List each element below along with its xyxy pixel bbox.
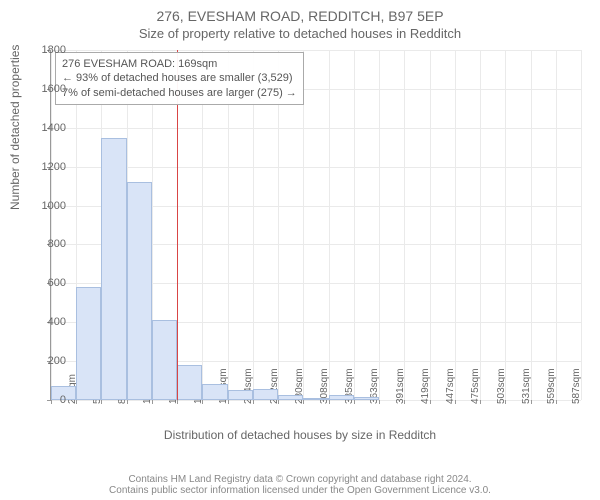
y-tick-label: 1000 <box>42 200 66 212</box>
histogram-bar <box>202 384 227 400</box>
y-tick-label: 400 <box>48 316 66 328</box>
chart-plot-area: 28sqm56sqm84sqm112sqm140sqm168sqm196sqm2… <box>50 50 580 400</box>
annot-line-3: 7% of semi-detached houses are larger (2… <box>62 86 297 100</box>
y-axis-label: Number of detached properties <box>8 45 22 210</box>
footer-line-2: Contains public sector information licen… <box>0 485 600 496</box>
histogram-bar <box>127 182 152 400</box>
histogram-bar <box>253 389 278 400</box>
histogram-bar <box>329 395 354 400</box>
histogram-bar <box>76 287 101 400</box>
histogram-bar <box>177 365 202 400</box>
y-tick-label: 0 <box>60 394 66 406</box>
histogram-bar <box>278 395 303 400</box>
histogram-bar <box>101 138 126 401</box>
x-axis-label: Distribution of detached houses by size … <box>0 428 600 442</box>
y-tick-label: 1400 <box>42 122 66 134</box>
chart-subtitle: Size of property relative to detached ho… <box>0 24 600 41</box>
histogram-bar <box>228 390 253 400</box>
annot-line-2: ← 93% of detached houses are smaller (3,… <box>62 71 297 85</box>
y-tick-label: 600 <box>48 277 66 289</box>
footer-line-1: Contains HM Land Registry data © Crown c… <box>0 474 600 485</box>
histogram-bar <box>303 398 328 400</box>
page-title: 276, EVESHAM ROAD, REDDITCH, B97 5EP <box>0 0 600 24</box>
annotation-box: 276 EVESHAM ROAD: 169sqm← 93% of detache… <box>55 52 304 105</box>
histogram-bar <box>152 320 177 400</box>
y-tick-label: 1200 <box>42 161 66 173</box>
histogram-bar <box>354 397 379 400</box>
annot-line-1: 276 EVESHAM ROAD: 169sqm <box>62 57 297 71</box>
y-tick-label: 1600 <box>42 83 66 95</box>
y-tick-label: 800 <box>48 238 66 250</box>
y-tick-label: 200 <box>48 355 66 367</box>
y-tick-label: 1800 <box>42 44 66 56</box>
